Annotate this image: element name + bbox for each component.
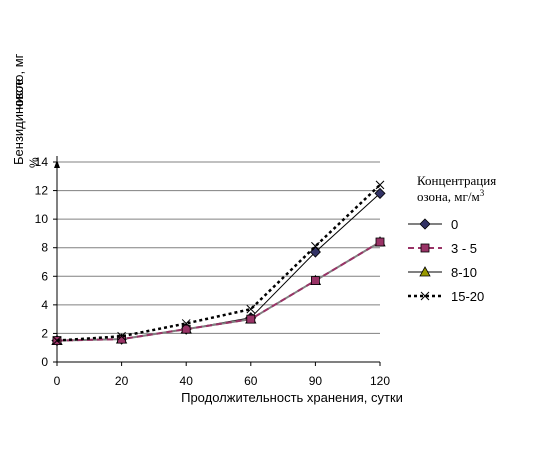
x-tick-label: 40 [180,374,194,388]
legend-marker [419,218,431,230]
gridlines [57,161,380,334]
y-axis-title-line2: число, мг [11,53,26,110]
legend-marker [420,243,430,253]
y-tick-label: 14 [35,155,49,169]
series [51,180,386,347]
legend-label: 15-20 [451,289,484,304]
series-point [246,314,256,324]
series-line [56,241,381,342]
y-tick-label: 6 [41,269,48,283]
legend-item: 3 - 5 [408,241,477,256]
legend-item: 0 [408,217,458,232]
legend-title-line2: озона, мг/м3 [417,188,485,204]
x-tick-label: 90 [309,374,323,388]
series-point [181,324,191,334]
x-tick-label: 120 [370,374,390,388]
x-tick-label: 20 [115,374,129,388]
series-point [117,334,126,344]
x-axis-title: Продолжительность хранения, сутки [181,390,403,405]
series-point [375,237,385,247]
y-tick-label: 2 [41,326,48,340]
legend-item: 15-20 [408,289,484,304]
y-tick-label: 8 [41,241,48,255]
series-3 [51,236,386,345]
series-point [52,336,62,345]
series-line [56,241,381,342]
legend-label: 3 - 5 [451,241,477,256]
series-2 [52,237,385,345]
y-tick-label: 4 [41,298,48,312]
series-point [181,319,191,328]
series-point [311,241,320,251]
x-tick-label: 60 [244,374,258,388]
legend-marker [420,291,430,301]
legend-label: 0 [451,217,458,232]
series-point [375,180,385,190]
y-tick-label: 10 [35,212,49,226]
series-point [374,187,386,199]
legend: Концентрация озона, мг/м3 0 3 - 5 8-10 15-2… [408,173,496,304]
legend-title-line1: Концентрация [417,173,496,188]
x-tick-labels: 0 20 40 60 90 120 [54,362,390,388]
y-axis-title-line1: Бензидиновое [11,78,26,165]
y-tick-label: 0 [41,355,48,369]
series-point [310,276,320,285]
series-1 [51,187,386,347]
series-point [117,331,126,341]
legend-marker [419,266,431,277]
y-tick-label: 12 [35,184,49,198]
series-4 [52,180,385,345]
legend-items: 0 3 - 5 8-10 15-20 [408,217,484,304]
legend-label: 8-10 [451,265,477,280]
x-tick-label: 0 [54,374,61,388]
y-axis-arrow [54,160,60,168]
legend-item: 8-10 [408,265,477,280]
series-point [246,304,256,314]
axes [54,156,380,363]
y-axis-title-sub: % [27,157,41,168]
series-line [56,193,381,342]
series-line [56,183,381,342]
y-tick-labels: 0 2 4 6 8 10 12 14 [35,155,57,369]
